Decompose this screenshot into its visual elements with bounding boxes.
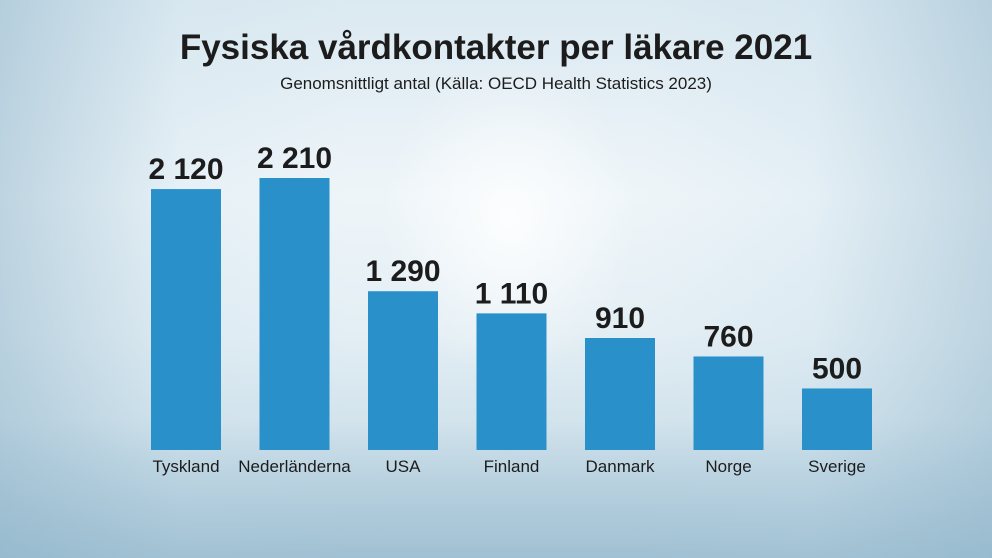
category-label-danmark: Danmark: [586, 457, 655, 476]
value-label-nederländerna: 2 210: [257, 142, 332, 175]
category-label-finland: Finland: [484, 457, 540, 476]
bar-sverige: [802, 388, 872, 450]
category-label-nederländerna: Nederländerna: [238, 457, 351, 476]
bar-norge: [693, 356, 764, 450]
bar-finland: [476, 313, 547, 450]
value-label-usa: 1 290: [365, 255, 440, 288]
value-label-finland: 1 110: [475, 277, 548, 310]
value-label-norge: 760: [703, 320, 753, 353]
bar-nederländerna: [259, 178, 330, 450]
value-label-danmark: 910: [595, 302, 645, 335]
chart-subtitle: Genomsnittligt antal (Källa: OECD Health…: [280, 74, 712, 93]
category-label-norge: Norge: [705, 457, 751, 476]
category-label-sverige: Sverige: [808, 457, 866, 476]
value-label-tyskland: 2 120: [148, 153, 223, 186]
category-label-usa: USA: [386, 457, 422, 476]
bar-danmark: [585, 338, 655, 450]
chart-title: Fysiska vårdkontakter per läkare 2021: [179, 28, 813, 67]
bar-tyskland: [151, 189, 221, 451]
category-label-tyskland: Tyskland: [152, 457, 219, 476]
bar-usa: [368, 291, 438, 450]
value-label-sverige: 500: [812, 352, 862, 385]
